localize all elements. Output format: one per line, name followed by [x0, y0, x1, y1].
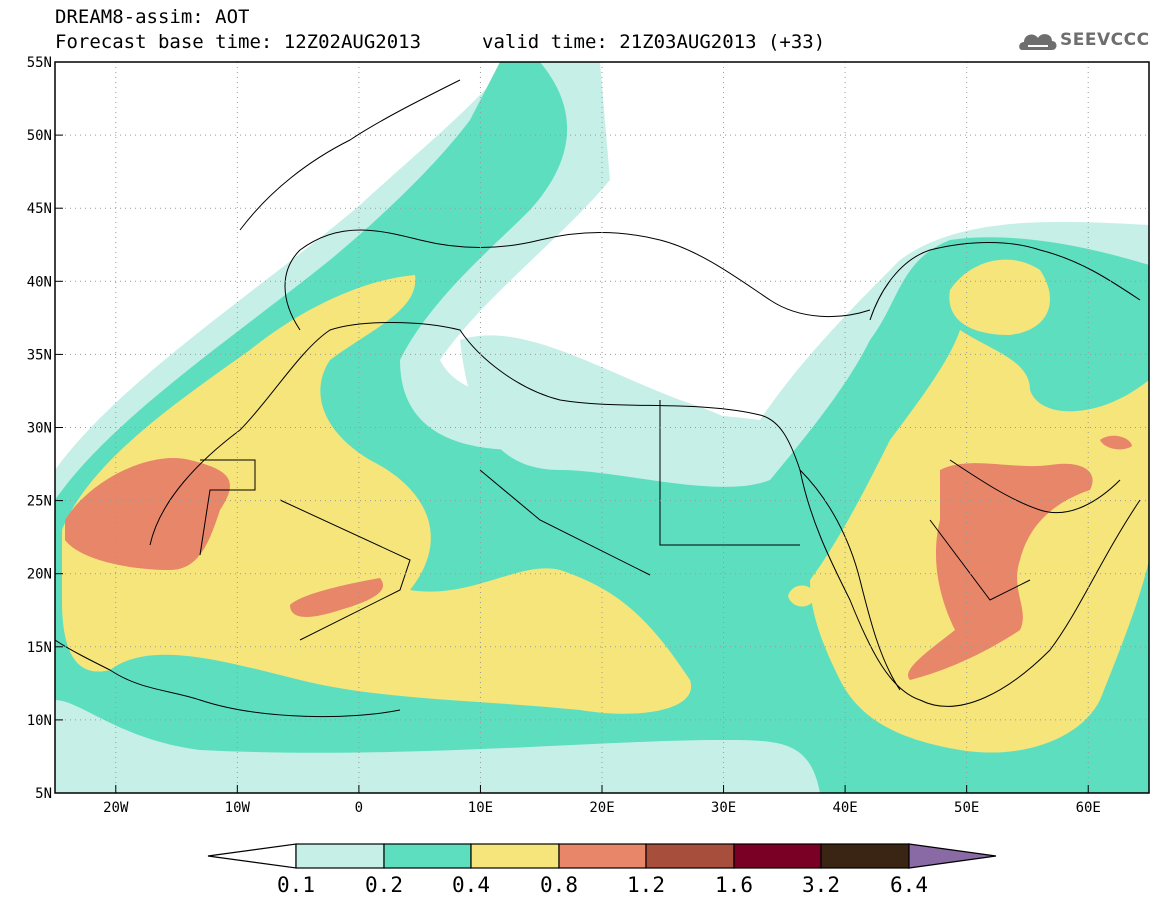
colorbar-label: 0.1 — [277, 873, 315, 897]
map-title: DREAM8-assim: AOT — [55, 6, 250, 28]
colorbar-segment-1 — [295, 843, 385, 869]
colorbar-label: 0.8 — [540, 873, 578, 897]
colorbar-label: 0.2 — [365, 873, 403, 897]
aot-band-04-caspian — [949, 259, 1050, 335]
aot-band-08-westafrica — [65, 458, 230, 570]
lon-tick-label: 30E — [711, 800, 736, 816]
valid-time: valid time: 21Z03AUG2013 (+33) — [482, 31, 826, 53]
lat-tick-label: 25N — [27, 494, 52, 510]
lon-tick-label: 50E — [954, 800, 979, 816]
colorbar-label: 1.6 — [715, 873, 753, 897]
aot-band-08-gulf — [1100, 435, 1132, 450]
colorbar-under-arrow — [207, 843, 297, 869]
logo-text: SEEVCCC — [1060, 30, 1150, 50]
lat-tick-label: 40N — [27, 274, 52, 290]
lat-tick-label: 55N — [27, 55, 52, 71]
lon-tick-label: 40E — [832, 800, 857, 816]
lat-tick-label: 45N — [27, 201, 52, 217]
cloud-logo-icon — [1019, 34, 1057, 50]
lon-tick-label: 20W — [103, 800, 129, 816]
aot-band-08-arabia — [908, 463, 1093, 680]
colorbar-label: 0.4 — [452, 873, 490, 897]
colorbar-label: 3.2 — [802, 873, 840, 897]
colorbar — [207, 843, 997, 869]
colorbar-segment-4 — [558, 843, 647, 869]
colorbar-segment-5 — [645, 843, 735, 869]
colorbar-label: 6.4 — [890, 873, 928, 897]
lat-tick-label: 30N — [27, 421, 52, 437]
colorbar-label: 1.2 — [627, 873, 665, 897]
lon-tick-label: 20E — [589, 800, 614, 816]
axis-ticks — [55, 61, 1089, 794]
lat-tick-label: 50N — [27, 128, 52, 144]
lon-tick-label: 10E — [468, 800, 493, 816]
aot-band-01-libya — [460, 335, 770, 487]
lat-tick-label: 35N — [27, 347, 52, 363]
lon-tick-label: 0 — [355, 800, 363, 816]
coastlines — [55, 79, 1141, 718]
lat-tick-label: 15N — [27, 640, 52, 656]
colorbar-labels: 0.1 0.2 0.4 0.8 1.2 1.6 3.2 6.4 — [277, 873, 928, 897]
lon-tick-label: 60E — [1076, 800, 1101, 816]
aot-band-04-west — [62, 275, 692, 714]
aot-band-04-redsea — [788, 585, 816, 607]
forecast-base-time: Forecast base time: 12Z02AUG2013 — [55, 31, 422, 53]
colorbar-segment-6 — [733, 843, 822, 869]
lat-tick-label: 20N — [27, 567, 52, 583]
graticule — [55, 61, 1149, 794]
aot-band-08-mali — [290, 578, 384, 617]
colorbar-segment-3 — [470, 843, 560, 869]
latitude-labels: 55N 50N 45N 40N 35N 30N 25N 20N 15N 10N 5N — [27, 55, 52, 802]
colorbar-segment-7 — [820, 843, 910, 869]
longitude-labels: 20W 10W 0 10E 20E 30E 40E 50E 60E — [103, 800, 1101, 816]
lat-tick-label: 10N — [27, 713, 52, 729]
lat-tick-label: 5N — [35, 786, 52, 802]
lon-tick-label: 10W — [225, 800, 251, 816]
colorbar-segment-2 — [383, 843, 472, 869]
colorbar-over-arrow — [908, 843, 997, 869]
